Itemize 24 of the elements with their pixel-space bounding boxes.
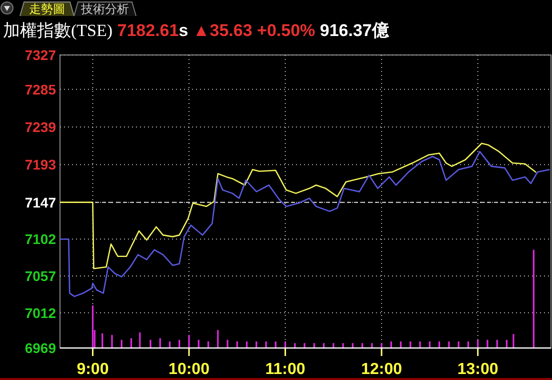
- y-tick-label: 7057: [24, 268, 56, 284]
- y-tick-label: 7147: [24, 194, 56, 210]
- x-tick-label: 12:00: [361, 361, 402, 378]
- text: 916.37億: [315, 21, 390, 40]
- y-tick-label: 7193: [24, 156, 56, 173]
- x-tick-label: 13:00: [457, 361, 498, 378]
- y-tick-label: 7327: [24, 47, 56, 63]
- y-tick-label: 6969: [24, 340, 56, 356]
- text: 7182.61: [112, 21, 179, 40]
- y-tick-label: 7285: [24, 81, 56, 98]
- line-series: [60, 142, 536, 270]
- x-tick-label: 11:00: [265, 361, 306, 378]
- text: 技術分析: [80, 2, 129, 16]
- y-tick-label: 7102: [24, 231, 56, 248]
- text: ▲35.63: [188, 21, 252, 40]
- text: s: [178, 21, 188, 40]
- y-tick-label: 7239: [24, 119, 56, 136]
- text: +0.50%: [252, 21, 316, 40]
- line-series: [60, 150, 550, 298]
- chart-title: 加權指數(TSE): [3, 21, 113, 40]
- y-tick-label: 7012: [24, 304, 56, 321]
- x-tick-label: 9:00: [76, 361, 109, 378]
- x-tick-label: 10:00: [168, 361, 210, 378]
- text: 走勢圖: [29, 2, 65, 16]
